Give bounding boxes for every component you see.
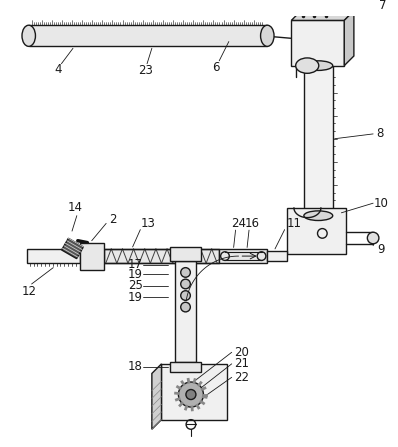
- Text: 18: 18: [128, 360, 143, 373]
- Ellipse shape: [178, 382, 203, 407]
- Text: 23: 23: [138, 64, 152, 77]
- Text: 6: 6: [213, 61, 220, 74]
- Ellipse shape: [261, 25, 274, 46]
- Text: 21: 21: [234, 357, 249, 371]
- Text: 16: 16: [244, 217, 259, 230]
- Text: 10: 10: [373, 197, 388, 210]
- Bar: [170, 248, 201, 261]
- Text: 25: 25: [128, 279, 143, 292]
- Bar: [29, 25, 267, 46]
- Text: 24: 24: [231, 217, 246, 230]
- Text: 2: 2: [109, 213, 117, 226]
- Text: 7: 7: [379, 0, 386, 13]
- Bar: [80, 243, 104, 270]
- Bar: [267, 251, 287, 261]
- Polygon shape: [152, 364, 162, 429]
- Bar: [104, 249, 219, 263]
- Text: 20: 20: [234, 346, 249, 359]
- Text: 4: 4: [55, 63, 62, 76]
- Bar: [175, 261, 196, 362]
- Ellipse shape: [296, 58, 319, 73]
- Bar: [287, 208, 346, 254]
- Bar: [291, 21, 344, 66]
- Text: 19: 19: [128, 291, 143, 304]
- Bar: [170, 362, 201, 371]
- Ellipse shape: [181, 279, 190, 289]
- Bar: [27, 249, 80, 263]
- Bar: [304, 66, 333, 216]
- Bar: [162, 364, 227, 420]
- Ellipse shape: [304, 61, 333, 71]
- Ellipse shape: [22, 25, 35, 46]
- Ellipse shape: [181, 302, 190, 312]
- Text: 22: 22: [234, 371, 249, 384]
- Ellipse shape: [181, 268, 190, 277]
- Ellipse shape: [367, 232, 379, 244]
- Text: 12: 12: [21, 285, 36, 298]
- Text: 19: 19: [128, 268, 143, 281]
- Bar: [62, 238, 83, 259]
- Polygon shape: [344, 11, 354, 66]
- Text: 11: 11: [287, 217, 302, 230]
- Ellipse shape: [186, 389, 196, 400]
- Bar: [219, 249, 267, 263]
- Text: 8: 8: [376, 127, 384, 140]
- Text: 17: 17: [128, 258, 143, 271]
- Text: 9: 9: [377, 243, 384, 256]
- Polygon shape: [291, 11, 354, 21]
- Ellipse shape: [304, 211, 333, 220]
- Text: 13: 13: [140, 217, 156, 230]
- Ellipse shape: [181, 291, 190, 300]
- Text: 14: 14: [67, 202, 82, 215]
